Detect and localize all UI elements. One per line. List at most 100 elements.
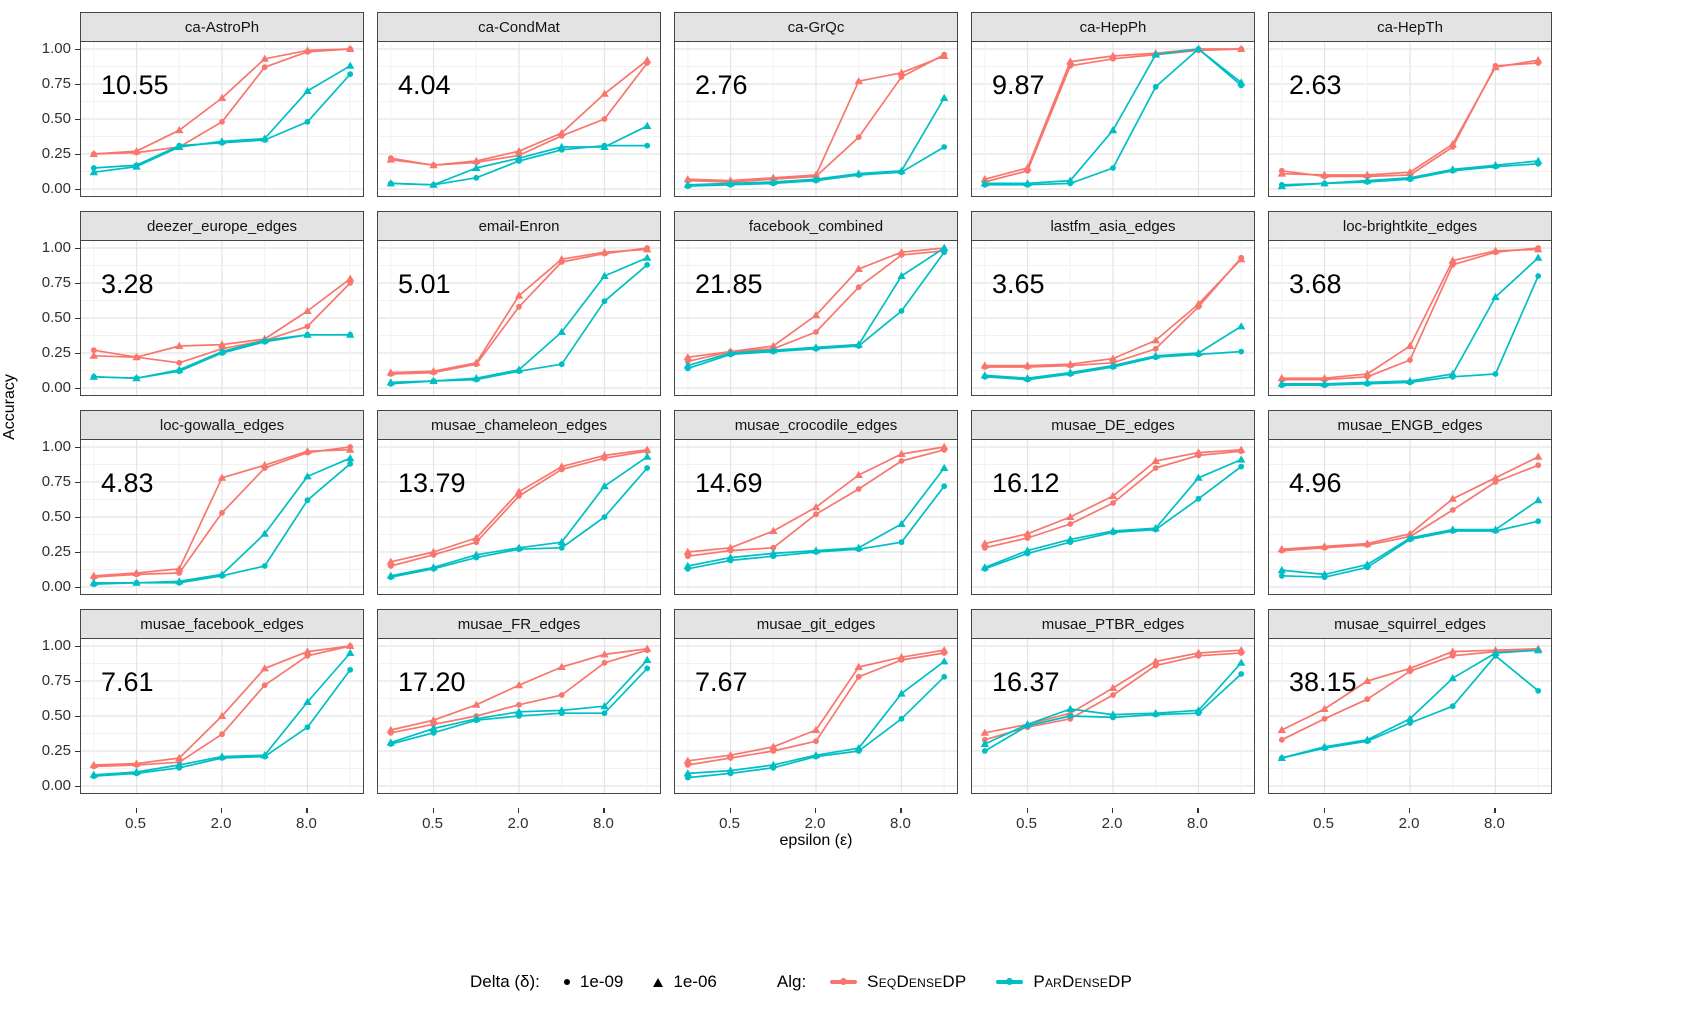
legend-item-pardensedp: ParDenseDP — [996, 972, 1132, 992]
panel-plot-svg — [1269, 440, 1551, 594]
panel-title: musae_DE_edges — [1051, 416, 1175, 434]
panel-plot-svg — [675, 42, 957, 196]
x-tick-label: 8.0 — [890, 815, 911, 832]
panel-plot-area — [674, 42, 958, 197]
panel-annotation: 2.76 — [695, 70, 748, 100]
facet-panel: musae_DE_edges 16.12 — [971, 410, 1255, 595]
y-tick-label: 0.25 — [41, 543, 71, 560]
series-pardensedp-1e-06 — [1277, 253, 1543, 387]
x-tick-label: 2.0 — [507, 815, 529, 832]
panel-title: musae_PTBR_edges — [1041, 615, 1185, 633]
series-pardensedp-1e-06 — [980, 322, 1246, 382]
facet-strip: lastfm_asia_edges — [971, 211, 1255, 241]
panel-plot-svg — [378, 639, 660, 793]
x-tick-label: 2.0 — [804, 815, 826, 832]
facet-panel: musae_ENGB_edges 4.96 — [1268, 410, 1552, 595]
y-tick-label: 1.00 — [41, 438, 71, 455]
panel-plot-area — [377, 440, 661, 595]
panel-title: musae_git_edges — [756, 615, 876, 633]
panel-title: ca-HepTh — [1377, 18, 1443, 36]
y-tick-label: 0.25 — [41, 145, 71, 162]
panel-plot-svg — [675, 241, 957, 395]
panel-title: musae_ENGB_edges — [1337, 416, 1483, 434]
facet-panel: musae_squirrel_edges 38.15 — [1268, 609, 1552, 794]
panel-plot-svg — [675, 440, 957, 594]
y-tick-mark — [75, 681, 80, 683]
y-tick-label: 0.25 — [41, 742, 71, 759]
panel-plot-area — [1268, 639, 1552, 794]
panel-plot-area — [971, 42, 1255, 197]
panel-annotation: 7.67 — [695, 667, 748, 697]
facet-grid: 1.00 0.75 0.50 0.25 0.00 ca-AstroPh 10.55 ca-Co… — [0, 12, 1565, 834]
facet-strip: musae_FR_edges — [377, 609, 661, 639]
triangle-marker-icon — [653, 977, 664, 987]
facet-strip: musae_DE_edges — [971, 410, 1255, 440]
legend-item-delta-1e-09: 1e-09 — [563, 972, 624, 992]
series-pardensedp-1e-06 — [980, 658, 1246, 747]
x-tick-label: 8.0 — [1187, 815, 1208, 832]
legend-delta-label: 1e-09 — [579, 972, 624, 991]
panel-title: ca-CondMat — [478, 18, 560, 36]
x-axis-ticks-column: 0.5 2.0 8.0 — [1268, 808, 1552, 834]
panel-annotation: 4.96 — [1289, 468, 1342, 498]
series-pardensedp-1e-06 — [89, 454, 355, 586]
x-tick-label: 8.0 — [296, 815, 317, 832]
facet-row: 1.00 0.75 0.50 0.25 0.00 loc-gowalla_edges 4.8… — [32, 410, 1565, 595]
y-tick-label: 0.50 — [41, 508, 71, 525]
panel-annotation: 17.20 — [398, 667, 466, 697]
facet-strip: ca-HepPh — [971, 12, 1255, 42]
panel-title: email-Enron — [478, 217, 560, 235]
x-tick-mark — [603, 808, 605, 813]
series-pardensedp-1e-06 — [89, 330, 355, 382]
panel-annotation: 3.68 — [1289, 269, 1342, 299]
y-tick-label: 0.75 — [41, 75, 71, 92]
legend-alg-label: SeqDenseDP — [867, 972, 967, 991]
series-pardensedp-1e-06 — [89, 61, 355, 176]
facet-panel: deezer_europe_edges 3.28 — [80, 211, 364, 396]
panel-plot-svg — [81, 639, 363, 793]
facet-row: 1.00 0.75 0.50 0.25 0.00 musae_facebook_edges… — [32, 609, 1565, 794]
panel-plot-svg — [378, 440, 660, 594]
panel-annotation: 4.83 — [101, 468, 154, 498]
panel-plot-area — [674, 440, 958, 595]
facet-panel: loc-brightkite_edges 3.68 — [1268, 211, 1552, 396]
y-tick-label: 1.00 — [41, 239, 71, 256]
facet-row: 1.00 0.75 0.50 0.25 0.00 ca-AstroPh 10.55 ca-Co… — [32, 12, 1565, 197]
panel-title: facebook_combined — [748, 217, 884, 235]
y-tick-label: 1.00 — [41, 637, 71, 654]
legend-alg-label: ParDenseDP — [1033, 972, 1133, 991]
y-tick-label: 0.25 — [41, 344, 71, 361]
facet-panel: ca-HepPh 9.87 — [971, 12, 1255, 197]
series-seqdensedp-1e-06 — [89, 44, 355, 157]
panel-plot-svg — [378, 241, 660, 395]
x-tick-mark — [900, 808, 902, 813]
y-tick-mark — [75, 318, 80, 320]
panel-annotation: 13.79 — [398, 468, 466, 498]
series-seqdensedp-1e-06 — [386, 445, 652, 565]
facet-strip: loc-gowalla_edges — [80, 410, 364, 440]
facet-strip: ca-HepTh — [1268, 12, 1552, 42]
panel-annotation: 16.12 — [992, 468, 1060, 498]
y-tick-label: 0.00 — [41, 578, 71, 595]
x-tick-mark — [729, 808, 731, 813]
x-tick-label: 2.0 — [1101, 815, 1123, 832]
panel-plot-svg — [972, 241, 1254, 395]
panel-plot-area — [377, 241, 661, 396]
y-tick-mark — [75, 353, 80, 355]
y-tick-label: 0.75 — [41, 274, 71, 291]
x-tick-mark — [815, 808, 817, 813]
series-seqdensedp-1e-06 — [386, 644, 652, 733]
panel-plot-svg — [972, 42, 1254, 196]
y-tick-mark — [75, 248, 80, 250]
facet-panel: lastfm_asia_edges 3.65 — [971, 211, 1255, 396]
x-tick-label: 8.0 — [593, 815, 614, 832]
y-tick-mark — [75, 119, 80, 121]
panel-annotation: 10.55 — [101, 70, 169, 100]
panel-plot-area — [80, 241, 364, 396]
panel-annotation: 4.04 — [398, 70, 451, 100]
panel-plot-svg — [972, 639, 1254, 793]
panel-title: musae_facebook_edges — [140, 615, 304, 633]
y-tick-mark — [75, 84, 80, 86]
panel-title: lastfm_asia_edges — [1050, 217, 1176, 235]
